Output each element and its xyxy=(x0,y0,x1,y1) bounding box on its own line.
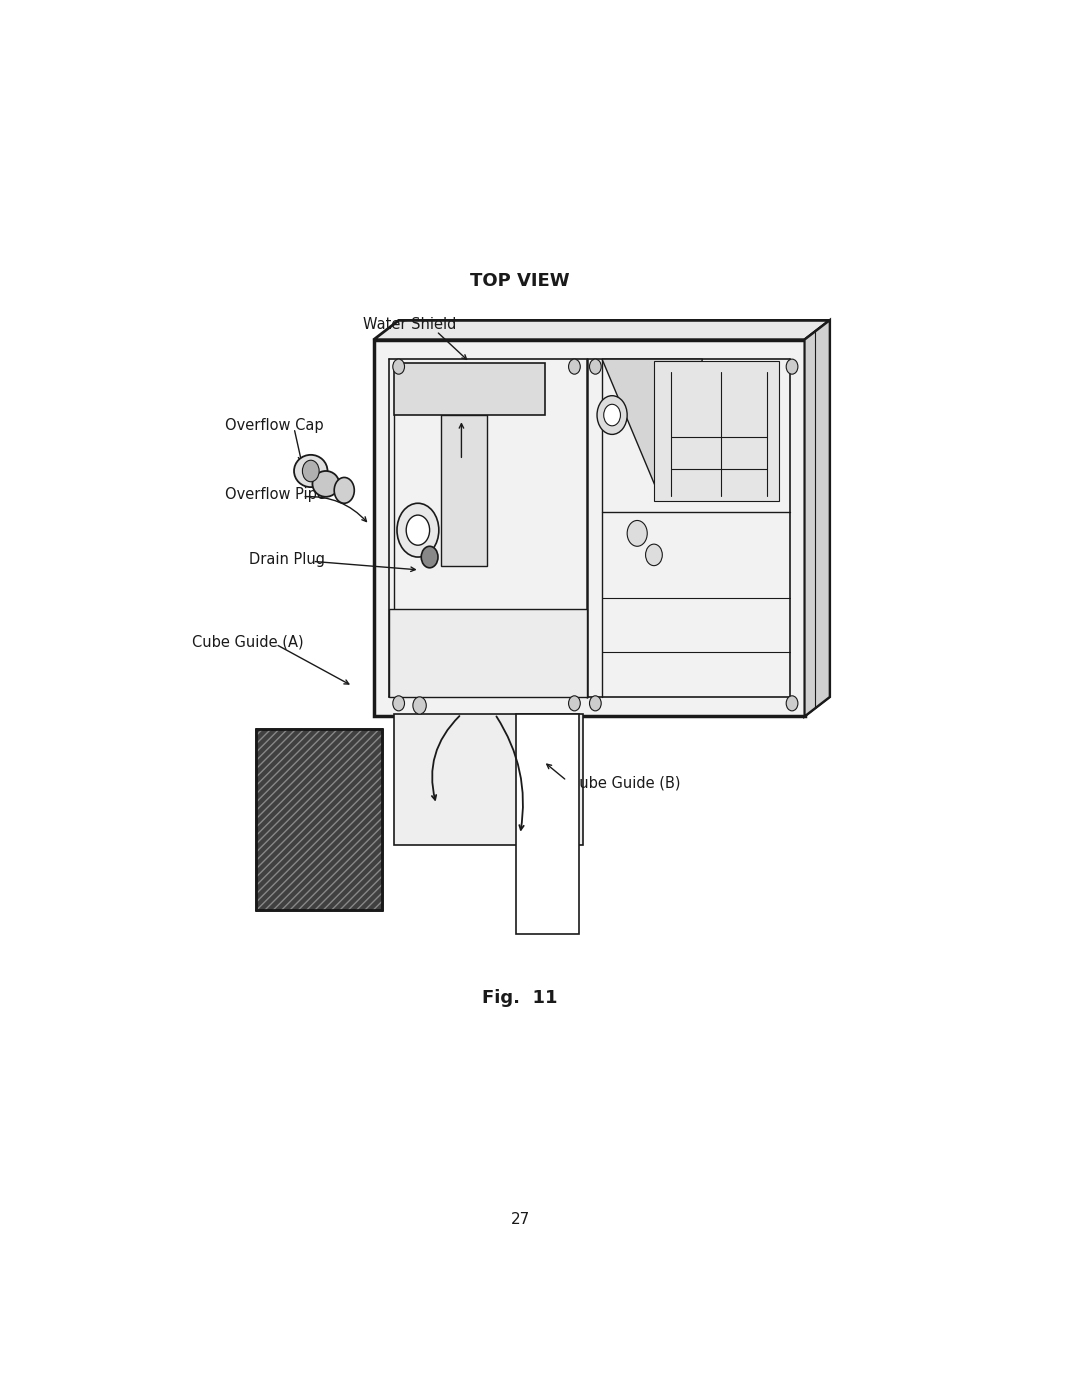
Text: Drain Plug: Drain Plug xyxy=(248,552,325,567)
Polygon shape xyxy=(805,320,829,717)
Circle shape xyxy=(302,460,320,482)
Circle shape xyxy=(568,359,580,374)
Polygon shape xyxy=(516,714,579,933)
Polygon shape xyxy=(256,729,382,909)
Circle shape xyxy=(590,696,602,711)
Circle shape xyxy=(568,696,580,711)
Circle shape xyxy=(406,515,430,545)
Polygon shape xyxy=(653,362,780,502)
Text: 27: 27 xyxy=(511,1213,529,1227)
Ellipse shape xyxy=(312,471,339,497)
Ellipse shape xyxy=(294,455,327,488)
Polygon shape xyxy=(602,359,702,499)
Polygon shape xyxy=(374,320,829,339)
Polygon shape xyxy=(394,363,545,415)
Circle shape xyxy=(627,521,647,546)
Circle shape xyxy=(786,359,798,374)
Circle shape xyxy=(421,546,438,567)
Circle shape xyxy=(646,545,662,566)
Polygon shape xyxy=(441,415,486,566)
Circle shape xyxy=(413,697,427,714)
Circle shape xyxy=(597,395,627,434)
Polygon shape xyxy=(389,609,588,697)
Circle shape xyxy=(334,478,354,503)
Circle shape xyxy=(393,696,405,711)
Polygon shape xyxy=(394,714,583,845)
Circle shape xyxy=(604,404,620,426)
Polygon shape xyxy=(374,339,805,717)
Text: Cube Guide (A): Cube Guide (A) xyxy=(192,634,303,650)
Circle shape xyxy=(393,359,405,374)
Text: TOP VIEW: TOP VIEW xyxy=(470,271,570,289)
Text: Cube Guide (B): Cube Guide (B) xyxy=(568,775,680,791)
Text: Overflow Pipe: Overflow Pipe xyxy=(226,488,326,502)
Circle shape xyxy=(397,503,438,557)
Polygon shape xyxy=(805,320,829,717)
Circle shape xyxy=(590,359,602,374)
Circle shape xyxy=(786,696,798,711)
Text: Fig.  11: Fig. 11 xyxy=(483,989,557,1007)
Text: Overflow Cap: Overflow Cap xyxy=(226,418,324,433)
Text: Water Shield: Water Shield xyxy=(363,317,456,332)
